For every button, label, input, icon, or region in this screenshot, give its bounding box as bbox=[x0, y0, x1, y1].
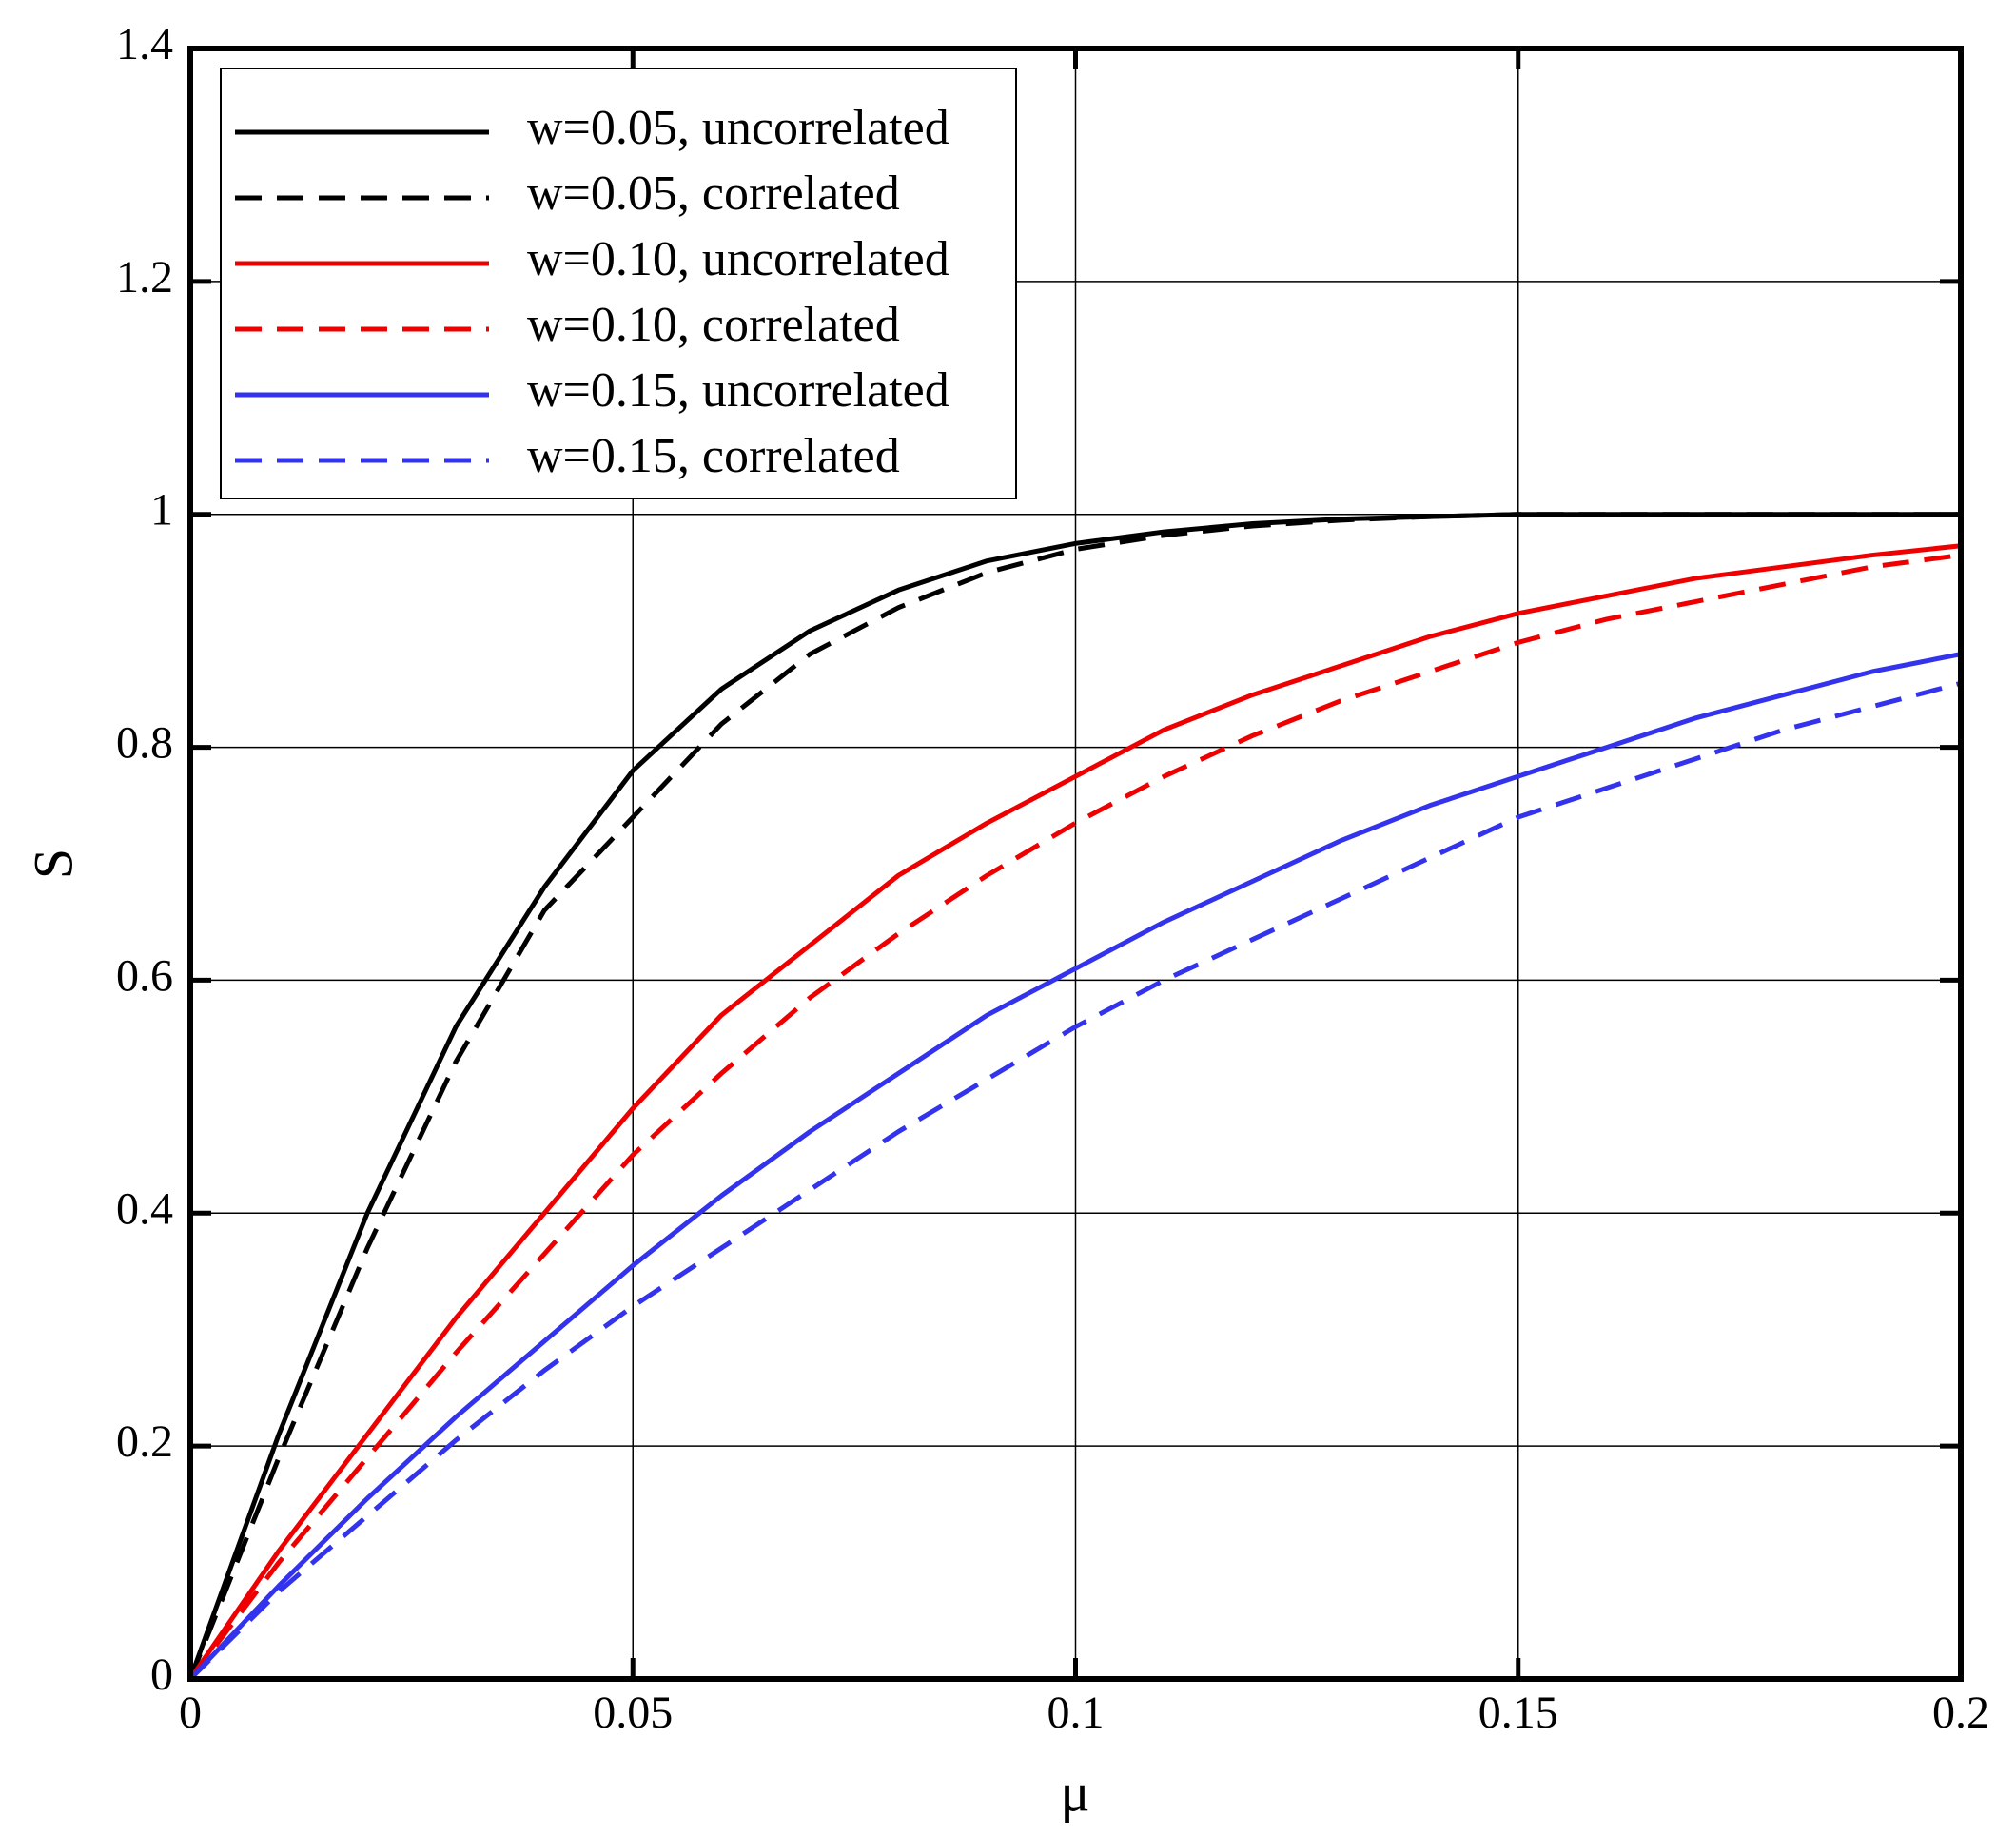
data-line bbox=[188, 680, 1962, 1681]
data-line bbox=[188, 553, 1962, 1681]
x-axis-label: μ bbox=[1060, 1761, 1089, 1823]
legend-label: w=0.15, uncorrelated bbox=[527, 363, 949, 418]
y-tick-label: 1.4 bbox=[116, 19, 173, 69]
data-line bbox=[188, 652, 1962, 1681]
y-tick-label: 0.4 bbox=[116, 1183, 173, 1234]
x-tick-label: 0.2 bbox=[1932, 1688, 1989, 1738]
y-tick-label: 0 bbox=[150, 1650, 173, 1700]
x-tick-label: 0.1 bbox=[1047, 1688, 1105, 1738]
y-tick-label: 1.2 bbox=[116, 252, 173, 303]
x-tick-label: 0.05 bbox=[593, 1688, 673, 1738]
legend-label: w=0.15, correlated bbox=[527, 429, 900, 483]
data-line bbox=[187, 512, 1961, 1680]
legend-label: w=0.10, correlated bbox=[527, 298, 900, 352]
y-tick-label: 0.2 bbox=[116, 1416, 173, 1467]
y-tick-label: 0.6 bbox=[116, 950, 173, 1001]
y-axis-label: S bbox=[22, 849, 84, 879]
y-tick-label: 1 bbox=[150, 485, 173, 536]
legend-label: w=0.05, correlated bbox=[527, 166, 900, 221]
legend-box bbox=[220, 68, 1017, 499]
x-tick-label: 0 bbox=[179, 1688, 202, 1738]
legend-label: w=0.05, uncorrelated bbox=[527, 101, 949, 155]
y-tick-label: 0.8 bbox=[116, 718, 173, 769]
plot-frame bbox=[187, 46, 1964, 1682]
x-tick-label: 0.15 bbox=[1478, 1688, 1558, 1738]
legend-label: w=0.10, uncorrelated bbox=[527, 232, 949, 286]
legend: w=0.05, uncorrelated w=0.05, correlated w=… bbox=[220, 68, 1017, 499]
data-line bbox=[187, 543, 1962, 1681]
